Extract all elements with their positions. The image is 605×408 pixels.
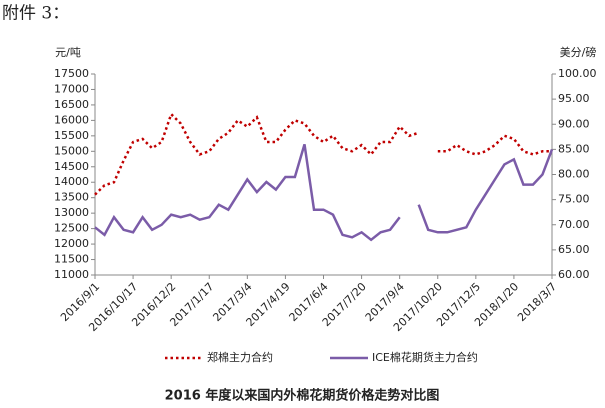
y-tick-label: 13000 xyxy=(54,206,89,219)
legend-label: ICE棉花期货主力合约 xyxy=(372,350,478,364)
y-tick-label: 14500 xyxy=(54,160,89,173)
y-tick-label: 15500 xyxy=(54,129,89,142)
y2-tick-label: 75.00 xyxy=(558,193,590,206)
y-tick-label: 17500 xyxy=(54,67,89,80)
y-tick-label: 17000 xyxy=(54,82,89,95)
legend-label: 郑棉主力合约 xyxy=(207,350,273,364)
page-header: 附件 3： xyxy=(2,4,69,24)
y2-tick-label: 95.00 xyxy=(558,92,590,105)
y-tick-label: 12500 xyxy=(54,222,89,235)
x-tick-label: 2018/3/7 xyxy=(515,280,559,324)
y2-axis-label: 美分/磅 xyxy=(560,45,597,59)
y2-tick-label: 70.00 xyxy=(558,218,590,231)
y-tick-label: 14000 xyxy=(54,175,89,188)
y2-tick-label: 60.00 xyxy=(558,268,590,281)
y2-tick-label: 85.00 xyxy=(558,142,590,155)
y2-tick-label: 65.00 xyxy=(558,243,590,256)
y-tick-label: 11000 xyxy=(54,268,89,281)
series-line xyxy=(94,111,552,196)
y-tick-label: 13500 xyxy=(54,191,89,204)
y-tick-label: 15000 xyxy=(54,144,89,157)
y-tick-label: 16000 xyxy=(54,113,89,126)
y2-tick-label: 90.00 xyxy=(558,117,590,130)
y2-tick-label: 100.00 xyxy=(558,67,597,80)
y-tick-label: 16500 xyxy=(54,98,89,111)
y2-tick-label: 80.00 xyxy=(558,168,590,181)
chart-title: 2016 年度以来国内外棉花期货价格走势对比图 xyxy=(165,388,440,404)
series-line xyxy=(94,143,554,242)
y-tick-label: 12000 xyxy=(54,237,89,250)
y-tick-label: 11500 xyxy=(54,253,89,266)
y-axis-label: 元/吨 xyxy=(55,46,81,59)
